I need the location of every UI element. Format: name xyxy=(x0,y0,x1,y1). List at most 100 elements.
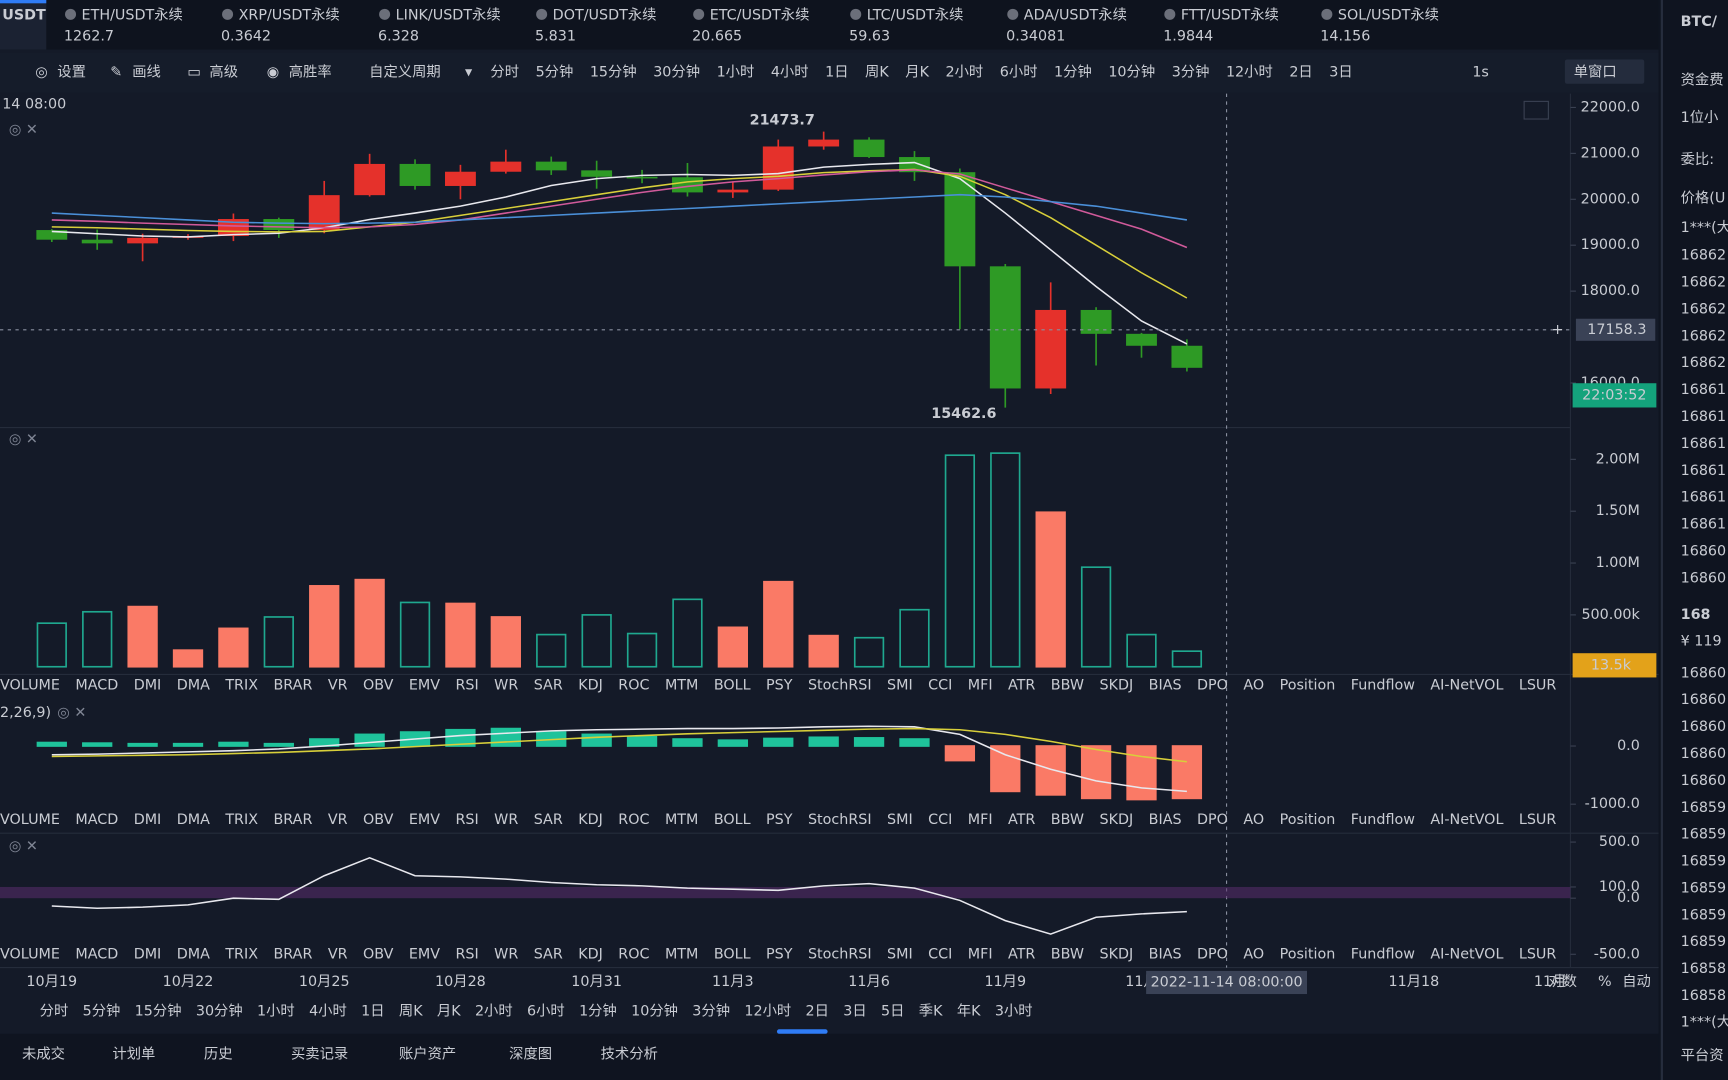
axis-option[interactable]: 自动 xyxy=(1622,973,1651,990)
period-button[interactable]: 4小时 xyxy=(771,64,809,81)
bottom-period[interactable]: 4小时 xyxy=(309,1003,347,1020)
indicator-tab[interactable]: DMI xyxy=(134,812,162,828)
ticker-name[interactable]: USDT xyxy=(2,7,46,23)
period-button[interactable]: 1小时 xyxy=(717,64,755,81)
indicator-tab[interactable]: AI-NetVOL xyxy=(1430,946,1503,962)
bottom-period[interactable]: 30分钟 xyxy=(196,1003,243,1020)
indicator-tab[interactable]: EMV xyxy=(409,946,440,962)
bottom-period[interactable]: 3小时 xyxy=(995,1003,1033,1020)
indicator-tab[interactable]: DMI xyxy=(134,677,162,693)
indicator-tab[interactable]: BRAR xyxy=(273,677,312,693)
indicator-tab[interactable]: VOLUME xyxy=(0,946,60,962)
period-button[interactable]: 30分钟 xyxy=(653,64,700,81)
indicator-tab[interactable]: OBV xyxy=(363,946,394,962)
ticker-name[interactable]: LTC/USDT永续 xyxy=(867,6,964,23)
ticker-name[interactable]: ADA/USDT永续 xyxy=(1024,6,1127,23)
indicator-tab[interactable]: MFI xyxy=(968,946,993,962)
indicator-tab[interactable]: DPO xyxy=(1197,812,1228,828)
bottom-tab[interactable]: 未成交 xyxy=(22,1045,65,1063)
indicator-tab[interactable]: CCI xyxy=(928,677,952,693)
indicator-tab[interactable]: StochRSI xyxy=(808,946,872,962)
indicator-tab[interactable]: DPO xyxy=(1197,677,1228,693)
indicator-tab[interactable]: KDJ xyxy=(578,677,603,693)
indicator-tab[interactable]: ATR xyxy=(1008,812,1035,828)
bottom-tab[interactable]: 技术分析 xyxy=(601,1046,658,1063)
indicator-tab[interactable]: Position xyxy=(1280,946,1336,962)
bottom-tab[interactable]: 买卖记录 xyxy=(291,1046,348,1063)
indicator-tab[interactable]: SKDJ xyxy=(1100,812,1134,828)
indicator-tab[interactable]: BIAS xyxy=(1149,946,1182,962)
bottom-period[interactable]: 5日 xyxy=(881,1004,904,1020)
indicator-tab[interactable]: VR xyxy=(328,812,348,828)
indicator-tab[interactable]: ATR xyxy=(1008,677,1035,693)
settings-icon[interactable]: ◎ ✕ xyxy=(9,122,38,138)
ticker-name[interactable]: ETC/USDT永续 xyxy=(710,6,810,23)
indicator-tab[interactable]: OBV xyxy=(363,677,394,693)
indicator-tab[interactable]: WR xyxy=(494,812,518,828)
period-button[interactable]: 3日 xyxy=(1329,65,1352,81)
indicator-tab[interactable]: AO xyxy=(1243,946,1264,962)
indicator-tab[interactable]: BRAR xyxy=(273,812,312,828)
period-button[interactable]: 1分钟 xyxy=(1054,64,1092,81)
ticker-name[interactable]: DOT/USDT永续 xyxy=(553,6,657,23)
bottom-period[interactable]: 3分钟 xyxy=(692,1003,730,1020)
tool-button[interactable]: 高胜率 xyxy=(289,64,332,81)
seconds-button[interactable]: 1s xyxy=(1472,65,1489,81)
indicator-tab[interactable]: KDJ xyxy=(578,946,603,962)
bottom-tab[interactable]: 深度图 xyxy=(509,1046,552,1063)
indicator-tab[interactable]: MTM xyxy=(665,946,698,962)
indicator-tab[interactable]: SMI xyxy=(887,946,913,962)
indicator-tab[interactable]: WR xyxy=(494,677,518,693)
period-button[interactable]: 2小时 xyxy=(946,64,984,81)
indicator-tab[interactable]: SMI xyxy=(887,677,913,693)
tool-button[interactable]: 高级 xyxy=(209,64,238,81)
bottom-tab[interactable]: 计划单 xyxy=(112,1046,155,1063)
indicator-tab[interactable]: ATR xyxy=(1008,946,1035,962)
indicator-tab[interactable]: AO xyxy=(1243,812,1264,828)
ticker-name[interactable]: XRP/USDT永续 xyxy=(239,6,340,23)
indicator-tab[interactable]: DMA xyxy=(177,677,210,693)
axis-option[interactable]: 对数 xyxy=(1548,973,1577,990)
tool-button[interactable]: 画线 xyxy=(132,64,161,81)
bottom-period[interactable]: 1小时 xyxy=(257,1003,295,1020)
indicator-tab[interactable]: BOLL xyxy=(714,677,751,693)
indicator-tab[interactable]: SMI xyxy=(887,812,913,828)
axis-option[interactable]: % xyxy=(1598,974,1612,990)
indicator-tab[interactable]: SKDJ xyxy=(1100,946,1134,962)
custom-period[interactable]: 自定义周期 xyxy=(369,64,441,81)
bottom-period[interactable]: 周K xyxy=(399,1004,423,1020)
bottom-period[interactable]: 10分钟 xyxy=(631,1003,678,1020)
indicator-tab[interactable]: BBW xyxy=(1051,812,1084,828)
indicator-tab[interactable]: BIAS xyxy=(1149,812,1182,828)
indicator-tab[interactable]: BOLL xyxy=(714,812,751,828)
indicator-tab[interactable]: LSUR xyxy=(1519,946,1557,962)
bottom-period[interactable]: 1分钟 xyxy=(579,1003,617,1020)
indicator-tab[interactable]: ROC xyxy=(618,946,649,962)
period-button[interactable]: 10分钟 xyxy=(1108,64,1155,81)
period-button[interactable]: 分时 xyxy=(490,64,519,81)
indicator-tab[interactable]: EMV xyxy=(409,812,440,828)
bottom-period[interactable]: 分时 xyxy=(40,1003,69,1020)
ticker-name[interactable]: SOL/USDT永续 xyxy=(1338,6,1439,23)
indicator-tab[interactable]: KDJ xyxy=(578,812,603,828)
period-button[interactable]: 1日 xyxy=(825,65,848,81)
bottom-tab[interactable]: 历史 xyxy=(204,1046,233,1063)
period-button[interactable]: 5分钟 xyxy=(536,64,574,81)
bottom-period[interactable]: 2日 xyxy=(806,1004,829,1020)
indicator-tab[interactable]: BBW xyxy=(1051,946,1084,962)
indicator-tab[interactable]: DMI xyxy=(134,946,162,962)
indicator-tab[interactable]: RSI xyxy=(455,677,478,693)
indicator-tab[interactable]: Position xyxy=(1280,677,1336,693)
indicator-tab[interactable]: BBW xyxy=(1051,677,1084,693)
bottom-period[interactable]: 季K xyxy=(919,1003,943,1020)
bottom-period[interactable]: 2小时 xyxy=(475,1003,513,1020)
indicator-tab[interactable]: PSY xyxy=(766,677,793,693)
indicator-tab[interactable]: TRIX xyxy=(224,812,258,828)
bottom-period[interactable]: 15分钟 xyxy=(135,1003,182,1020)
indicator-tab[interactable]: VR xyxy=(328,946,348,962)
indicator-tab[interactable]: Fundflow xyxy=(1351,812,1415,828)
indicator-tab[interactable]: DMA xyxy=(177,946,210,962)
indicator-tab[interactable]: SAR xyxy=(534,946,563,962)
indicator-tab[interactable]: VOLUME xyxy=(0,677,60,693)
period-button[interactable]: 12小时 xyxy=(1226,64,1273,81)
